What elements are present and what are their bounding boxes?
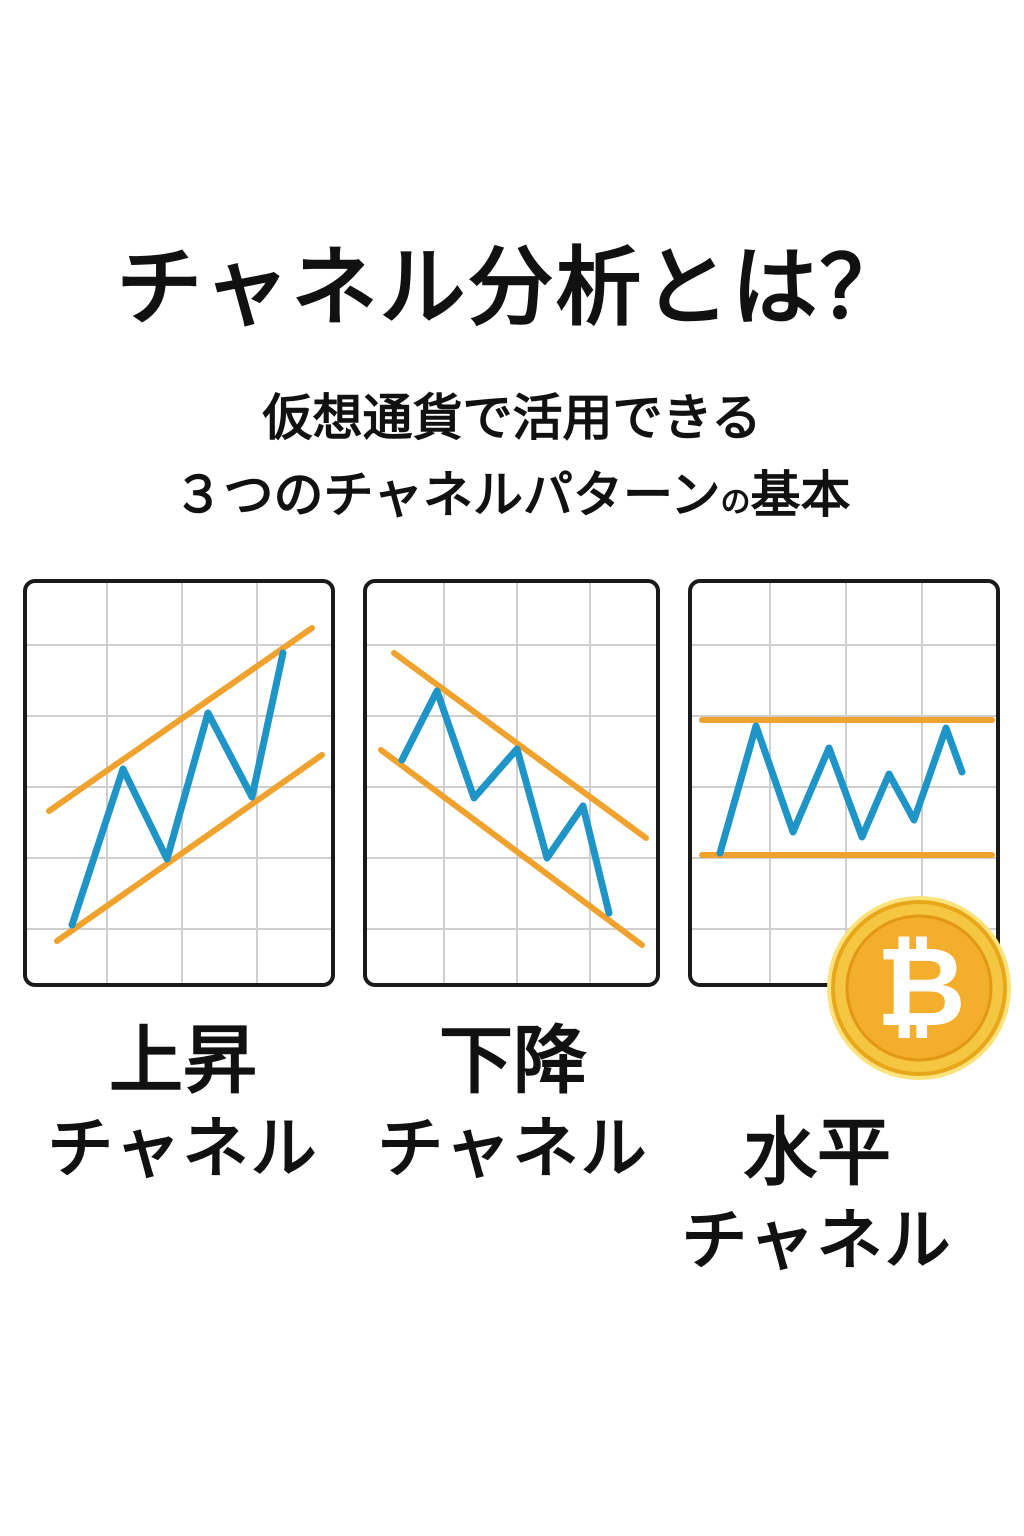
subtitle-line-1: 仮想通貨で活用できる [262, 389, 762, 447]
label-line-2: チャネル [377, 1110, 649, 1187]
page-title: チャネル分析とは？ [116, 238, 908, 338]
label-line-2: チャネル [47, 1110, 319, 1187]
ascending-channel-label: 上昇 チャネル [28, 1024, 338, 1182]
lower-channel-line [378, 747, 645, 948]
ascending-channel-chart [23, 579, 335, 987]
price-line [716, 722, 966, 857]
descending-channel-label: 下降 チャネル [358, 1024, 668, 1182]
subtitle-line-2-particle: の [720, 485, 751, 520]
label-line-1: 水平 [743, 1110, 891, 1196]
upper-channel-line [46, 625, 315, 814]
price-line [68, 649, 287, 929]
bitcoin-glyph: ₿ [876, 923, 966, 1051]
subtitle-line-2-end: 基本 [750, 466, 851, 524]
grid [367, 583, 656, 983]
ascending-channel-graphic [27, 583, 331, 983]
bitcoin-icon: ₿ [827, 896, 1011, 1080]
label-line-1: 下降 [439, 1018, 587, 1104]
subtitle-line-2-main: ３つのチャネルパターン [173, 466, 721, 524]
subtitle-line-2: ３つのチャネルパターンの基本 [0, 470, 1024, 520]
descending-channel-graphic [367, 583, 656, 983]
label-line-2: チャネル [681, 1202, 953, 1279]
descending-channel-chart [363, 579, 660, 987]
horizontal-channel-graphic [692, 583, 996, 983]
horizontal-channel-label: 水平 チャネル [662, 1116, 972, 1274]
upper-channel-line [391, 650, 649, 841]
lower-channel-line [54, 752, 325, 944]
label-line-1: 上昇 [109, 1018, 257, 1104]
price-line [398, 687, 613, 917]
